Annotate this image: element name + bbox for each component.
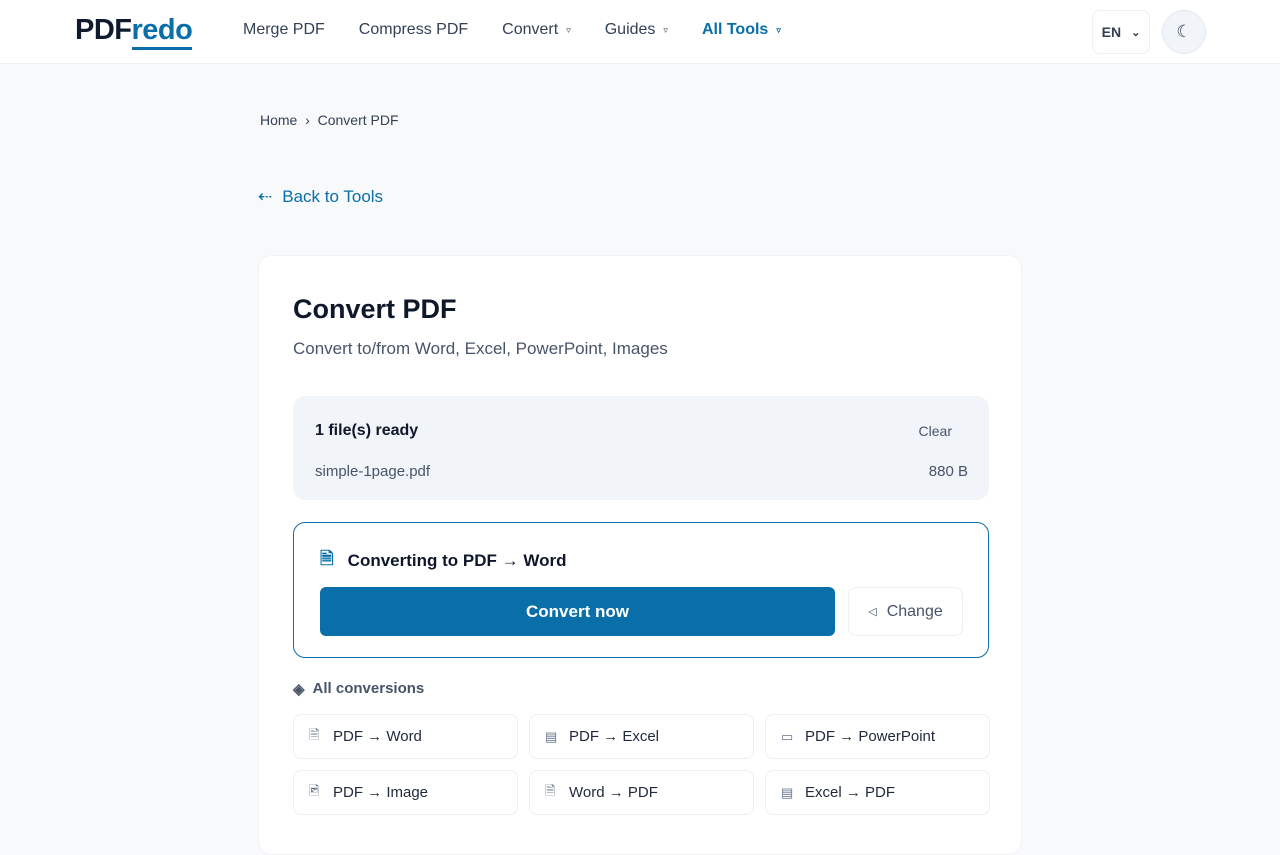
layers-icon: ◈ xyxy=(293,681,305,698)
conversion-pdf-word[interactable]: 🗎 PDF → Word xyxy=(293,714,518,759)
change-button[interactable]: ◁ Change xyxy=(848,587,963,636)
document-icon: 🗎 xyxy=(545,782,556,798)
conversion-pdf-excel[interactable]: ▤ PDF → Excel xyxy=(529,714,754,759)
chevron-down-icon: ▿ xyxy=(566,24,571,35)
nav-convert[interactable]: Convert ▿ xyxy=(502,21,571,38)
table-icon: ▤ xyxy=(545,728,558,744)
all-conversions-heading: ◈ All conversions xyxy=(293,680,425,698)
main-nav: Merge PDF Compress PDF Convert ▿ Guides ▿ … xyxy=(243,21,781,39)
document-icon: 🗎 xyxy=(320,549,334,568)
convert-card: Convert PDF Convert to/from Word, Excel,… xyxy=(258,255,1022,855)
breadcrumb-current: Convert PDF xyxy=(317,112,399,128)
conversion-excel-pdf[interactable]: ▤ Excel → PDF xyxy=(765,770,990,815)
converting-label: Converting to PDF → Word xyxy=(347,550,567,570)
back-to-tools-link[interactable]: ⇠ Back to Tools xyxy=(258,187,384,206)
language-select[interactable]: EN ⌄ xyxy=(1092,10,1150,54)
file-size: 880 B xyxy=(928,463,968,480)
presentation-icon: ▭ xyxy=(781,728,794,744)
image-file-icon: 🖻 xyxy=(309,782,320,798)
table-icon: ▤ xyxy=(781,784,794,800)
nav-all-tools[interactable]: All Tools ▿ xyxy=(701,21,781,38)
breadcrumb: Home › Convert PDF xyxy=(260,112,399,128)
arrow-left-icon: ⇠ xyxy=(258,187,273,206)
chevron-left-icon: ◁ xyxy=(868,606,877,618)
nav-merge-pdf[interactable]: Merge PDF xyxy=(243,21,325,38)
theme-toggle[interactable]: ☾ xyxy=(1162,10,1206,54)
conversion-pdf-image[interactable]: 🖻 PDF → Image xyxy=(293,770,518,815)
conversion-panel: 🗎 Converting to PDF → Word Convert now ◁ C… xyxy=(293,522,989,658)
logo[interactable]: PDFredo xyxy=(75,14,193,50)
chevron-down-icon: ▿ xyxy=(663,24,668,35)
document-icon: 🗎 xyxy=(309,726,320,742)
chevron-down-icon: ⌄ xyxy=(1131,26,1141,39)
breadcrumb-home[interactable]: Home xyxy=(260,112,298,128)
top-nav: PDFredo Merge PDF Compress PDF Convert ▿ … xyxy=(0,0,1280,64)
file-list: 1 file(s) ready Clear simple-1page.pdf 8… xyxy=(293,396,989,500)
nav-compress-pdf[interactable]: Compress PDF xyxy=(358,21,469,38)
moon-icon: ☾ xyxy=(1176,22,1192,41)
conversion-pdf-powerpoint[interactable]: ▭ PDF → PowerPoint xyxy=(765,714,990,759)
page-subtitle: Convert to/from Word, Excel, PowerPoint,… xyxy=(293,339,668,358)
convert-now-button[interactable]: Convert now xyxy=(320,587,835,636)
clear-button[interactable]: Clear xyxy=(918,423,952,439)
chevron-down-icon: ▿ xyxy=(776,24,781,35)
file-name: simple-1page.pdf xyxy=(315,463,431,480)
conversion-word-pdf[interactable]: 🗎 Word → PDF xyxy=(529,770,754,815)
nav-guides[interactable]: Guides ▿ xyxy=(604,21,668,38)
page-title: Convert PDF xyxy=(293,294,457,324)
files-status: 1 file(s) ready xyxy=(315,422,419,439)
